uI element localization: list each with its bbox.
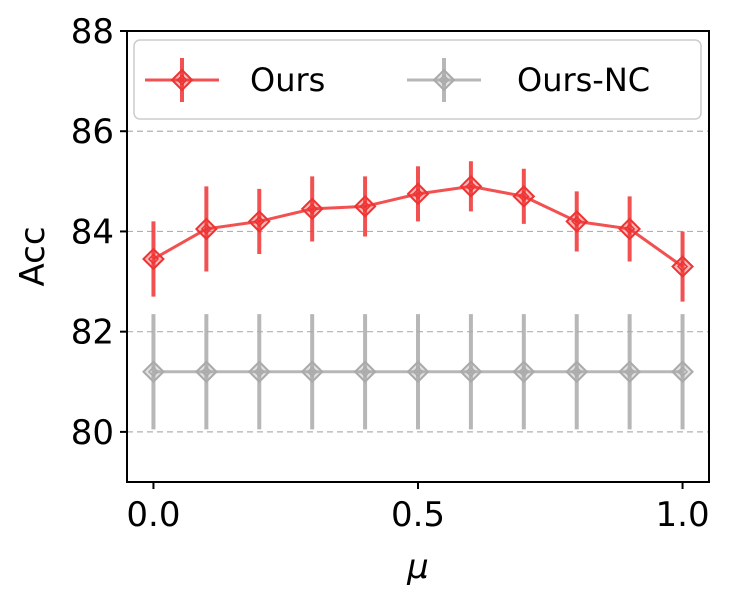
y-tick-label: 86 — [71, 112, 114, 152]
data-point — [247, 210, 271, 233]
series-ours-nc — [142, 314, 694, 430]
data-point — [671, 255, 694, 278]
data-point — [353, 360, 377, 384]
data-point — [247, 360, 271, 384]
data-point-inner — [412, 188, 424, 200]
data-point — [565, 360, 589, 384]
data-point-inner — [359, 200, 371, 212]
y-tick-label: 84 — [71, 212, 114, 252]
data-point — [618, 360, 642, 384]
data-point — [406, 360, 430, 384]
legend-entry: Ours-NC — [407, 58, 650, 102]
data-point-inner — [518, 190, 530, 202]
ticks-layer: 80 82 84 86 88 0.0 0.5 1.0 — [71, 12, 710, 535]
y-tick-label: 82 — [71, 313, 114, 353]
data-point — [459, 174, 483, 198]
data-point-inner — [253, 215, 265, 227]
data-point — [512, 360, 536, 384]
data-point-inner — [624, 366, 636, 378]
legend-marker-inner — [176, 74, 188, 86]
series-ours — [142, 161, 694, 302]
data-point-inner — [676, 260, 689, 273]
data-point — [353, 194, 377, 218]
data-point — [671, 360, 694, 384]
legend-marker — [170, 68, 194, 92]
legend-marker — [432, 68, 456, 92]
series-layer — [142, 161, 694, 430]
x-tick-label: 0.5 — [391, 495, 445, 535]
series-line — [152, 184, 684, 268]
data-point-inner — [571, 215, 583, 227]
data-point-inner — [676, 366, 689, 378]
y-tick-label: 80 — [71, 413, 114, 453]
data-point-inner — [571, 366, 583, 378]
data-point — [618, 217, 642, 241]
data-point — [459, 360, 483, 384]
data-point-inner — [518, 366, 530, 378]
data-point — [406, 182, 430, 206]
legend-label: Ours — [250, 61, 325, 99]
data-point — [142, 247, 165, 271]
y-tick-label: 88 — [71, 12, 114, 52]
data-point-inner — [200, 223, 212, 235]
data-point-inner — [200, 366, 212, 378]
legend-label: Ours-NC — [517, 61, 650, 99]
data-point-inner — [147, 366, 160, 378]
data-point-inner — [147, 253, 160, 265]
data-point — [565, 210, 589, 233]
x-tick-label: 0.0 — [126, 495, 180, 535]
data-point-inner — [624, 223, 636, 235]
x-tick-label: 1.0 — [656, 495, 710, 535]
data-point — [194, 360, 218, 384]
data-point-inner — [306, 203, 318, 215]
data-point — [300, 197, 324, 221]
x-axis-label: μ — [406, 547, 429, 587]
data-point-inner — [359, 366, 371, 378]
y-axis-label: Acc — [13, 226, 53, 286]
legend-entry: Ours — [145, 58, 325, 102]
legend: Ours Ours-NC — [133, 39, 702, 120]
data-point — [300, 360, 324, 384]
legend-marker-inner — [438, 74, 450, 86]
data-point — [512, 184, 536, 208]
data-point-inner — [306, 366, 318, 378]
data-point — [142, 360, 165, 384]
data-point-inner — [465, 180, 477, 192]
data-point-inner — [253, 366, 265, 378]
data-point-inner — [465, 366, 477, 378]
data-point-inner — [412, 366, 424, 378]
data-point — [194, 217, 218, 241]
